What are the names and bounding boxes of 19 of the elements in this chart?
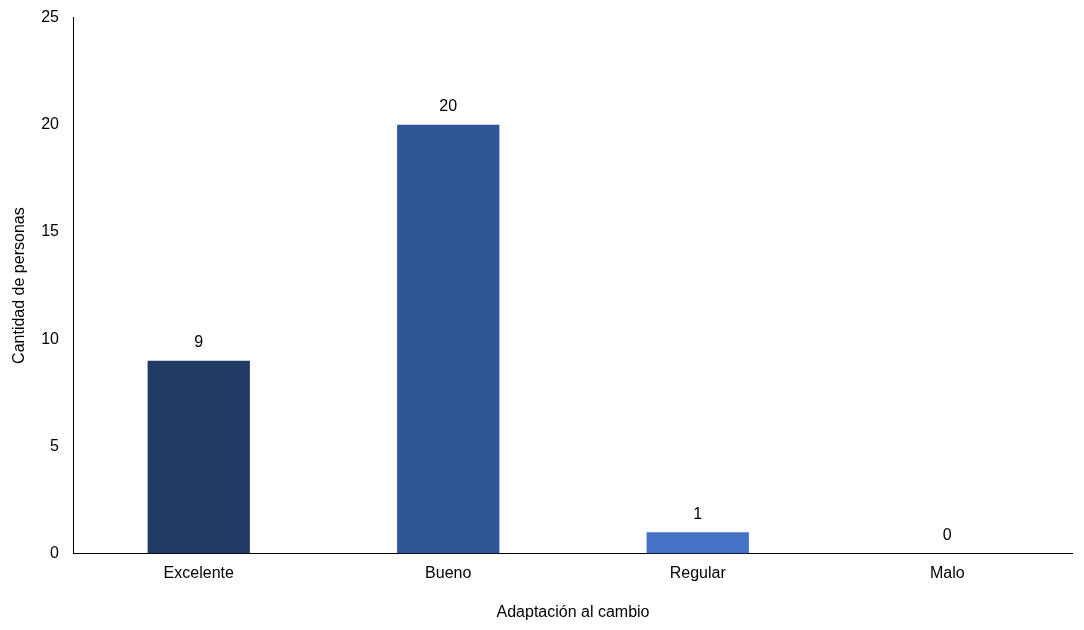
data-label: 20 xyxy=(439,97,458,115)
bar xyxy=(397,124,500,554)
y-tick-label: 10 xyxy=(41,329,60,347)
y-tick-label: 20 xyxy=(41,115,60,133)
x-tick-label: Regular xyxy=(669,563,727,581)
data-label: 1 xyxy=(693,504,703,522)
bar xyxy=(147,360,250,554)
data-label: 9 xyxy=(194,333,204,351)
y-tick-label: 5 xyxy=(50,436,60,454)
x-tick-label: Bueno xyxy=(425,563,472,581)
x-axis-title: Adaptación al cambio xyxy=(496,602,650,620)
y-tick-label: 0 xyxy=(50,544,60,562)
bar xyxy=(646,532,749,554)
y-tick-label: 25 xyxy=(41,8,60,26)
x-tick-label: Malo xyxy=(929,563,965,581)
x-tick-label: Excelente xyxy=(163,563,234,581)
y-tick-label: 15 xyxy=(41,222,60,240)
data-label: 0 xyxy=(942,526,952,544)
y-axis-title: Cantidad de personas xyxy=(10,207,28,364)
